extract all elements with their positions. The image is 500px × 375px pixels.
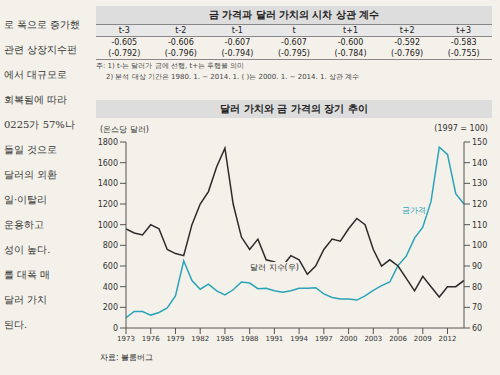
html-text:금 가격과 달러 가치의 시차 상관 계수: 금 가격과 달러 가치의 시차 상관 계수 — [208, 9, 380, 20]
svg-text:1982: 1982 — [191, 335, 209, 343]
html-text:-0.600: -0.600 — [337, 38, 364, 47]
svg-text:150: 150 — [472, 138, 487, 147]
html-text:된다.: 된다. — [4, 319, 28, 330]
html-text:2) 분석 대상 기간은 1980. 1. ~ 2014.: 2) 분석 대상 기간은 1980. 1. ~ 2014. 1. ( )는 20… — [106, 73, 360, 81]
html-text:t-2: t-2 — [175, 26, 187, 35]
svg-text:1994: 1994 — [290, 335, 308, 343]
html-text:-0.583: -0.583 — [450, 38, 477, 47]
svg-text:110: 110 — [472, 221, 487, 230]
html-text:관련 상장지수펀: 관련 상장지수펀 — [4, 44, 78, 55]
html-text:t+2: t+2 — [399, 26, 415, 35]
html-text:(-0.792): (-0.792) — [108, 49, 141, 58]
svg-text:400: 400 — [103, 283, 118, 292]
svg-text:2012: 2012 — [439, 335, 457, 343]
svg-text:1800: 1800 — [98, 138, 118, 147]
html-text:(-0.796): (-0.796) — [164, 49, 197, 58]
html-text:t-1: t-1 — [231, 26, 243, 35]
svg-text:1000: 1000 — [98, 221, 118, 230]
html-text:(-0.795): (-0.795) — [278, 49, 310, 58]
svg-text:70: 70 — [472, 303, 482, 312]
html-text:달러 가치: 달러 가치 — [4, 294, 48, 305]
svg-text:90: 90 — [472, 262, 482, 271]
svg-text:1997: 1997 — [315, 335, 333, 343]
svg-text:1991: 1991 — [265, 335, 283, 343]
html-text:t+1: t+1 — [343, 26, 358, 35]
html-text:-0.607: -0.607 — [224, 38, 251, 47]
svg-text:100: 100 — [472, 241, 487, 250]
html-text:를 대폭 매: 를 대폭 매 — [4, 269, 51, 280]
svg-text:800: 800 — [103, 241, 118, 250]
svg-text:1200: 1200 — [98, 200, 118, 209]
html-text:달러의 외환: 달러의 외환 — [4, 169, 58, 180]
html-text:(-0.784): (-0.784) — [334, 49, 367, 58]
svg-text:1979: 1979 — [167, 335, 185, 343]
html-text:금가격: 금가격 — [402, 206, 426, 215]
html-text:들일 것으로: 들일 것으로 — [4, 144, 58, 155]
svg-text:1988: 1988 — [241, 335, 259, 343]
html-text:자료: 블룸버그: 자료: 블룸버그 — [100, 353, 154, 362]
html-text:t+3: t+3 — [456, 26, 472, 35]
svg-text:1976: 1976 — [142, 335, 160, 343]
svg-text:1985: 1985 — [216, 335, 234, 343]
svg-text:2003: 2003 — [364, 335, 382, 343]
html-text:에서 대규모로: 에서 대규모로 — [4, 69, 68, 80]
html-text:(1997 = 100): (1997 = 100) — [434, 124, 488, 133]
svg-text:600: 600 — [103, 262, 118, 271]
html-text:t: t — [292, 26, 296, 35]
svg-text:80: 80 — [472, 283, 482, 292]
svg-text:1600: 1600 — [98, 159, 118, 168]
html-text:(-0.769): (-0.769) — [391, 49, 424, 58]
svg-text:2000: 2000 — [340, 335, 358, 343]
svg-text:120: 120 — [472, 200, 487, 209]
html-text:회복됨에 따라: 회복됨에 따라 — [4, 94, 68, 105]
html-text:(-0.755): (-0.755) — [447, 49, 480, 58]
svg-text:60: 60 — [472, 324, 482, 333]
html-text:달러 가치와 금 가격의 장기 추이: 달러 가치와 금 가격의 장기 추이 — [220, 103, 368, 114]
svg-text:140: 140 — [472, 159, 487, 168]
html-text:주: 1) t-는 달러가 금에 선행, t+는 후행을 의: 주: 1) t-는 달러가 금에 선행, t+는 후행을 의미 — [96, 62, 245, 70]
svg-text:2009: 2009 — [414, 335, 432, 343]
html-text:-0.606: -0.606 — [167, 38, 194, 47]
html-text:-0.592: -0.592 — [394, 38, 420, 47]
svg-text:1400: 1400 — [98, 179, 118, 188]
html-text:달러 지수(우): 달러 지수(우) — [250, 263, 299, 272]
html-text:t-3: t-3 — [118, 26, 130, 35]
svg-text:200: 200 — [103, 303, 118, 312]
html-text:-0.605: -0.605 — [111, 38, 138, 47]
html-text:0225가 57%나: 0225가 57%나 — [4, 119, 75, 130]
svg-text:130: 130 — [472, 179, 487, 188]
svg-text:2006: 2006 — [389, 335, 407, 343]
html-text:성이 높다.: 성이 높다. — [4, 244, 51, 255]
html-text:운용하고: 운용하고 — [4, 219, 44, 230]
html-text:일·이탈리: 일·이탈리 — [4, 194, 48, 205]
svg-text:0: 0 — [113, 324, 118, 333]
html-text:(온스당 달러): (온스당 달러) — [100, 125, 149, 134]
svg-text:1973: 1973 — [117, 335, 135, 343]
html-text:(-0.794): (-0.794) — [221, 49, 254, 58]
html-text:-0.607: -0.607 — [281, 38, 307, 47]
html-text:로 폭으로 증가했: 로 폭으로 증가했 — [4, 19, 81, 30]
